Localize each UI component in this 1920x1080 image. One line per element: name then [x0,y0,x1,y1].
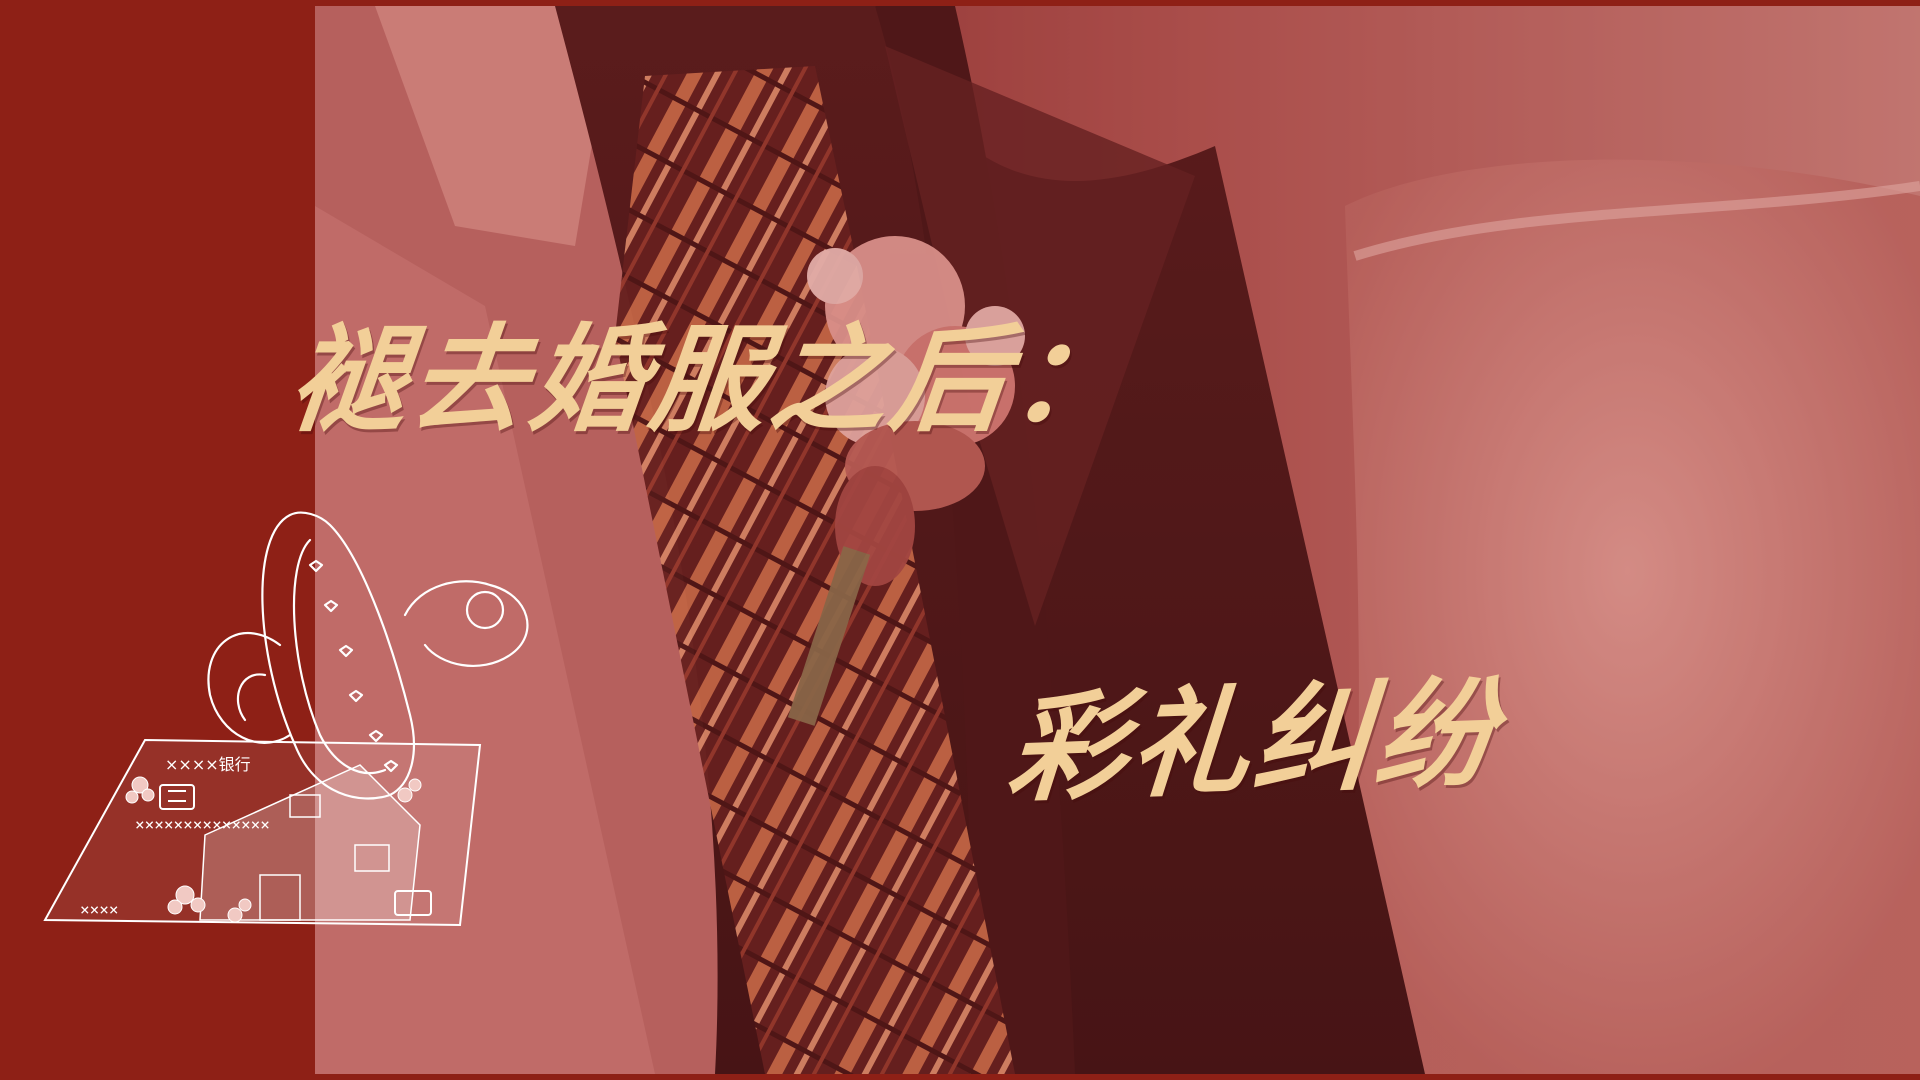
pacifier-and-card-sketch: ××××银行 ×××××××××××××× ×××× [40,495,680,945]
title-line-2: 彩礼纠纷 [1003,662,1503,819]
wedding-photo [315,6,1920,1074]
title-line-1: 褪去婚服之后： [283,312,1139,448]
flower-icon [125,776,422,923]
bank-name-label: ××××银行 [165,755,251,774]
card-number-mask: ×××××××××××××× [135,815,270,834]
pacifier-icon [207,511,529,800]
card-short-mask: ×××× [80,900,119,919]
left-color-band [0,0,315,1080]
bank-card-icon: ××××银行 ×××××××××××××× ×××× [43,738,482,927]
